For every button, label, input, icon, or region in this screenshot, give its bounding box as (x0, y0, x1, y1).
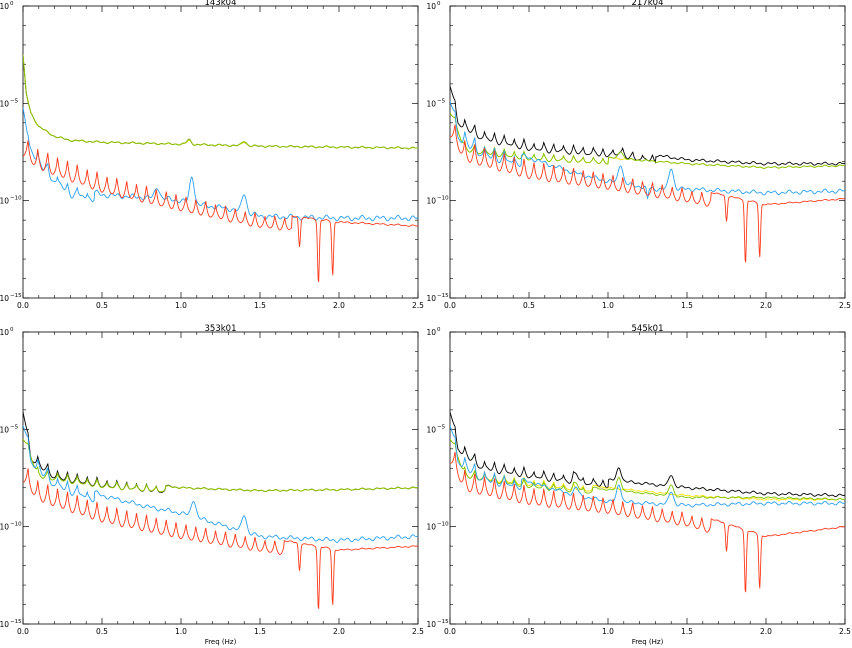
x-tick-label: 1.0 (602, 627, 614, 636)
x-tick-label: 2.0 (333, 627, 345, 636)
series-line-1 (23, 54, 418, 150)
y-tick-label: 10 (426, 197, 436, 206)
x-tick-label: 1.5 (254, 301, 266, 310)
chart-title: 217k04 (632, 0, 664, 8)
x-tick-label: 2.5 (412, 301, 424, 310)
y-tick-label: 10 (426, 425, 436, 434)
x-tick-label: 0.5 (96, 627, 108, 636)
y-tick-label: 10 (426, 523, 436, 532)
series-line-2 (23, 54, 418, 150)
y-tick-label: 10 (426, 620, 436, 629)
series-line-4 (23, 468, 418, 609)
x-tick-label: 0.5 (523, 627, 535, 636)
x-tick-label: 2.5 (412, 627, 424, 636)
series-line-0 (450, 411, 845, 498)
y-tick-label: 10 (0, 294, 9, 303)
y-tick-label: 10 (426, 328, 436, 337)
chart-title: 143k04 (205, 0, 237, 8)
x-tick-label: 0.0 (17, 627, 29, 636)
x-tick-label: 1.0 (602, 301, 614, 310)
y-tick-exponent: −15 (437, 619, 449, 625)
y-tick-label: 10 (0, 328, 9, 337)
x-tick-label: 1.5 (681, 301, 693, 310)
y-tick-label: 10 (426, 99, 436, 108)
series-line-4 (450, 124, 845, 263)
series-line-4 (23, 140, 418, 282)
y-tick-exponent: −10 (437, 196, 449, 202)
y-tick-exponent: 0 (10, 327, 14, 333)
x-tick-label: 0.0 (17, 301, 29, 310)
series-line-1 (450, 438, 845, 501)
y-tick-exponent: −5 (437, 424, 446, 430)
series-line-2 (23, 438, 418, 493)
x-tick-label: 2.0 (333, 301, 345, 310)
y-tick-label: 10 (0, 197, 9, 206)
y-tick-exponent: −15 (437, 293, 449, 299)
series-line-4 (450, 451, 845, 593)
x-tick-label: 0.0 (444, 301, 456, 310)
y-tick-label: 10 (0, 620, 9, 629)
x-tick-label: 2.0 (760, 301, 772, 310)
series-line-3 (23, 425, 418, 543)
y-tick-exponent: 0 (437, 1, 441, 7)
x-tick-label: 1.5 (681, 627, 693, 636)
y-tick-exponent: 0 (437, 327, 441, 333)
y-tick-label: 10 (426, 294, 436, 303)
y-tick-exponent: 0 (10, 1, 14, 7)
series-line-3 (450, 425, 845, 508)
chart-title: 353k01 (205, 324, 237, 334)
series-line-0 (450, 85, 845, 166)
x-tick-label: 2.0 (760, 627, 772, 636)
y-tick-exponent: −10 (10, 522, 22, 528)
y-tick-label: 10 (0, 2, 9, 11)
x-tick-label: 2.5 (839, 627, 851, 636)
y-tick-exponent: −15 (10, 293, 22, 299)
y-tick-label: 10 (426, 2, 436, 11)
y-tick-exponent: −10 (437, 522, 449, 528)
plot-frame (22, 331, 419, 625)
x-tick-label: 2.5 (839, 301, 851, 310)
plot-frame (449, 331, 846, 625)
x-tick-label: 1.5 (254, 627, 266, 636)
y-tick-label: 10 (0, 523, 9, 532)
y-tick-exponent: −5 (10, 98, 19, 104)
x-tick-label: 0.5 (523, 301, 535, 310)
series-line-2 (450, 112, 845, 169)
x-tick-label: 0.0 (444, 627, 456, 636)
y-tick-label: 10 (0, 425, 9, 434)
y-tick-exponent: −10 (10, 196, 22, 202)
x-tick-label: 0.5 (96, 301, 108, 310)
y-tick-label: 10 (0, 99, 9, 108)
x-axis-label: Freq (Hz) (632, 638, 664, 646)
y-tick-exponent: −5 (437, 98, 446, 104)
series-line-0 (23, 54, 418, 150)
y-tick-exponent: −15 (10, 619, 22, 625)
series-line-3 (23, 107, 418, 222)
series-line-0 (23, 411, 418, 493)
y-tick-exponent: −5 (10, 424, 19, 430)
x-tick-label: 1.0 (175, 627, 187, 636)
series-line-2 (450, 438, 845, 501)
plot-frame (22, 5, 419, 299)
plot-frame (449, 5, 846, 299)
series-line-3 (450, 101, 845, 200)
chart-title: 545k01 (632, 324, 664, 334)
x-tick-label: 1.0 (175, 301, 187, 310)
x-axis-label: Freq (Hz) (205, 638, 237, 646)
